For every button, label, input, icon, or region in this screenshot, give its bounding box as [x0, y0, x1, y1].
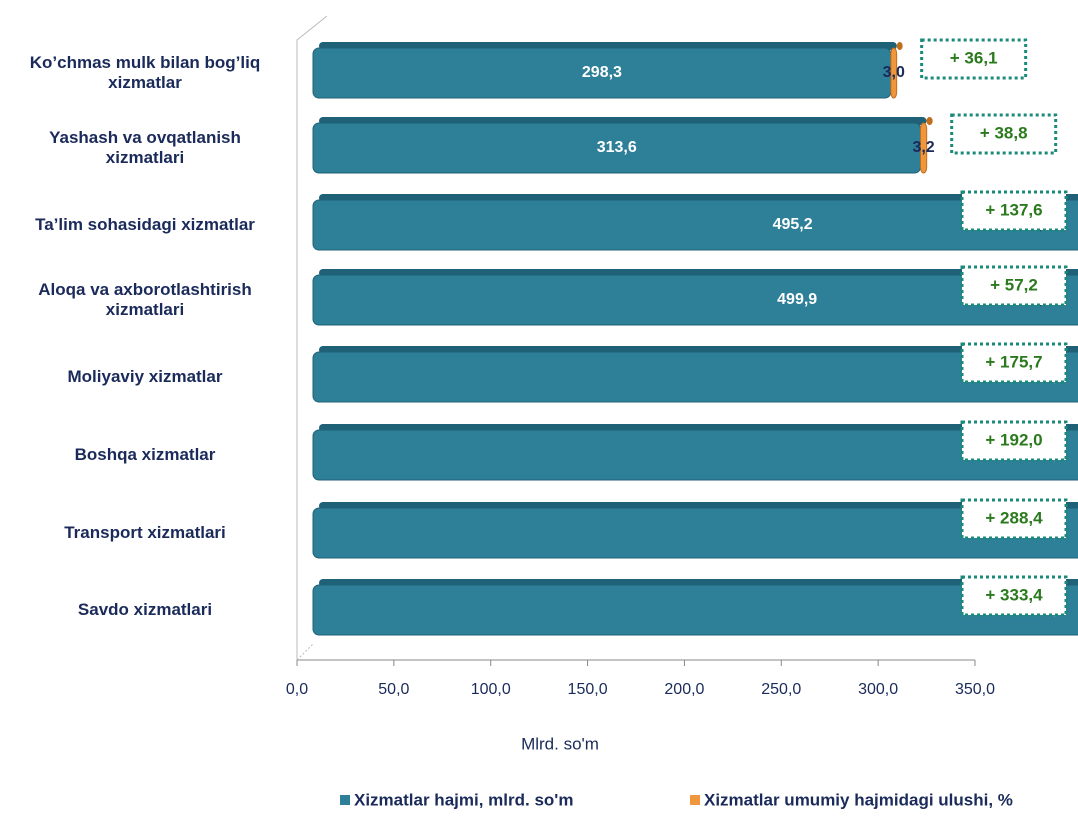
delta-label: + 333,4	[985, 585, 1043, 604]
x-tick-label: 0,0	[286, 681, 308, 698]
value-label: 499,9	[777, 291, 817, 308]
x-tick-label: 300,0	[858, 681, 898, 698]
category-label: Ta’lim sohasidagi xizmatlar	[35, 215, 255, 234]
x-tick-label: 250,0	[761, 681, 801, 698]
bar	[919, 122, 928, 174]
bar	[312, 199, 1078, 251]
bar	[312, 584, 1078, 636]
value-label: 298,3	[582, 64, 622, 81]
delta-box	[960, 498, 1068, 540]
category-label: Aloqa va axborotlashtirish xizmatlari	[38, 280, 252, 319]
value-label: 313,6	[597, 139, 637, 156]
legend-label: Xizmatlar umumiy hajmidagi ulushi, %	[704, 790, 1013, 809]
bar-top	[926, 117, 933, 125]
delta-label: + 192,0	[985, 430, 1042, 449]
delta-box	[960, 575, 1068, 617]
x-tick-label: 150,0	[568, 681, 608, 698]
delta-label: + 57,2	[990, 275, 1038, 294]
category-label: Savdo xizmatlari	[77, 600, 213, 619]
delta-box	[950, 113, 1058, 155]
x-axis-label: Mlrd. so'm	[521, 734, 599, 753]
delta-label: + 175,7	[985, 352, 1042, 371]
category-label: Yashash va ovqatlanish xizmatlari	[49, 128, 241, 167]
delta-box	[960, 342, 1068, 384]
legend-label: Xizmatlar hajmi, mlrd. so'm	[354, 790, 573, 809]
delta-box	[960, 420, 1068, 462]
category-label: Ko’chmas mulk bilan bog’liq xizmatlar	[29, 53, 261, 92]
depth-line	[296, 643, 314, 661]
x-tick-label: 200,0	[664, 681, 704, 698]
category-label: Boshqa xizmatlar	[74, 445, 216, 464]
category-label: Moliyaviy xizmatlar	[67, 367, 223, 386]
delta-box	[920, 38, 1028, 80]
value-label: 3,2	[912, 139, 934, 156]
x-tick-label: 350,0	[955, 681, 995, 698]
delta-label: + 137,6	[985, 200, 1042, 219]
delta-box	[960, 190, 1068, 232]
delta-label: + 36,1	[950, 48, 998, 67]
legend-swatch	[340, 795, 350, 805]
x-tick-label: 50,0	[378, 681, 409, 698]
bar	[312, 351, 1078, 403]
bar-top	[896, 42, 903, 50]
value-label: 495,2	[773, 216, 813, 233]
bar	[890, 47, 898, 99]
category-label: Transport xizmatlari	[64, 523, 226, 542]
wall	[296, 15, 328, 660]
legend-swatch	[690, 795, 700, 805]
x-tick-label: 100,0	[471, 681, 511, 698]
value-label: 3,0	[883, 64, 905, 81]
bar	[312, 274, 1078, 326]
bar	[312, 507, 1078, 559]
bar	[312, 429, 1078, 481]
delta-box	[960, 265, 1068, 307]
delta-label: + 288,4	[985, 508, 1043, 527]
delta-label: + 38,8	[980, 123, 1028, 142]
